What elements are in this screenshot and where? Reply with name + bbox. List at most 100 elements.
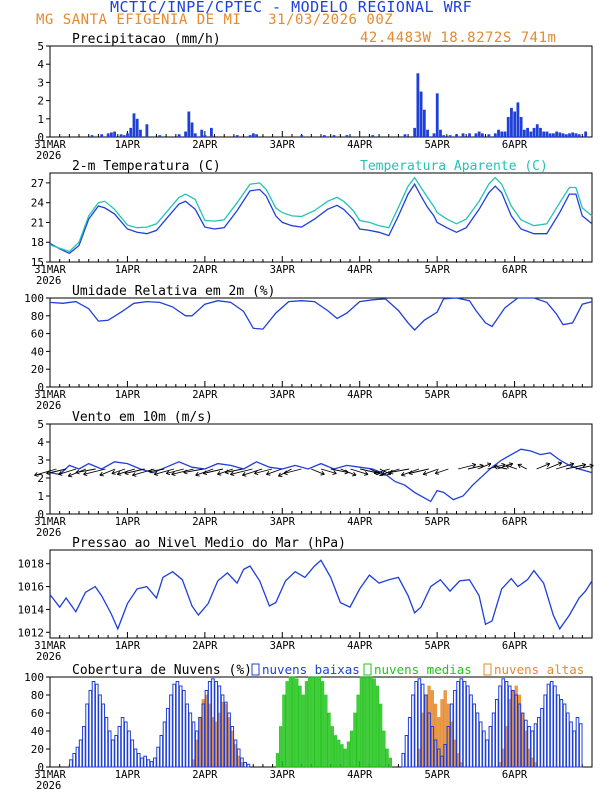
precip-bar [442, 135, 446, 137]
wind-vector [183, 468, 204, 474]
cloud-bar-green [346, 741, 351, 768]
wind-vector [171, 468, 194, 475]
cloud-bar-blue [469, 694, 473, 768]
precip-bar [577, 134, 581, 137]
wind-vector [111, 468, 126, 474]
cloud-bar-blue [78, 739, 83, 768]
precip-bar [184, 131, 187, 137]
y-tick-label: 60 [31, 707, 44, 720]
panel-cloud [46, 663, 593, 768]
wind-vector-head [34, 472, 39, 477]
precip-bar [200, 129, 204, 137]
x-tick-label: 1APR [115, 264, 141, 276]
cloud-bar-green [343, 748, 347, 768]
cloud-bar-green [311, 676, 315, 768]
y-tick-label: 3 [37, 76, 44, 89]
cloud-bar-blue [495, 699, 499, 768]
wind-vector-head [124, 470, 129, 476]
cloud-bar-blue [143, 755, 147, 768]
cloud-bar-blue [220, 694, 225, 768]
wind-vector-head [58, 471, 63, 476]
cloud-bar-blue [465, 685, 470, 768]
precip-bar [113, 131, 117, 137]
cloud-bar-green [362, 676, 367, 768]
precip-bar [571, 132, 575, 137]
cloud-bar-green [382, 730, 386, 768]
cloud-bar-blue [236, 748, 241, 768]
cloud-bar-blue [553, 685, 557, 768]
cloud-bar-blue [227, 712, 231, 768]
y-tick-label: 21 [31, 216, 44, 229]
wind-vector [148, 468, 165, 473]
precip-bar [90, 135, 94, 137]
precip-bar [100, 134, 104, 137]
y-tick-label: 40 [31, 725, 44, 738]
cloud-bar-blue [507, 685, 512, 768]
cloud-bar-blue [165, 708, 170, 768]
precip-bar [561, 133, 565, 137]
wind-vector [99, 468, 116, 476]
precip-bar [177, 134, 181, 137]
cloud-bar-blue [459, 678, 464, 768]
cloud-bar-blue [446, 726, 451, 768]
wind-vector-head [148, 468, 153, 474]
wind-vector [34, 468, 57, 476]
panel-title: Pressao ao Nivel Medio do Mar (hPa) [72, 536, 346, 551]
cloud-bar-blue [556, 694, 560, 768]
panel-temp [46, 172, 593, 263]
cloud-bar-blue [572, 730, 577, 768]
cloud-bar-blue [414, 681, 418, 768]
precip-bar [132, 113, 136, 137]
precip-bar [539, 127, 542, 137]
wind-vector [124, 468, 145, 474]
x-tick-label: 6APR [502, 769, 528, 781]
cloud-bar-blue [433, 739, 438, 768]
cloud-bar-blue [75, 746, 80, 768]
x-tick-year: 2026 [36, 651, 61, 663]
cloud-bar-green [333, 735, 338, 768]
x-tick-label: 31MAR [34, 389, 66, 401]
wind-vector-head [545, 462, 551, 468]
x-tick-label: 3APR [270, 640, 296, 652]
wind-vector-head [116, 471, 122, 476]
y-tick-label: 2 [37, 472, 44, 485]
cloud-bar-blue [491, 712, 496, 768]
x-tick-year: 2026 [36, 527, 61, 539]
x-tick-year: 2026 [36, 400, 61, 412]
x-tick-label: 5APR [424, 769, 450, 781]
cloud-bar-green [314, 676, 318, 768]
cloud-bar-blue [498, 685, 502, 768]
x-tick-label: 1APR [115, 139, 141, 151]
cloud-bar-blue [101, 703, 106, 768]
panel-title: Umidade Relativa em 2m (%) [72, 284, 276, 299]
wind-vector [565, 464, 586, 470]
precip-bar [535, 124, 539, 137]
precip-bar [455, 134, 458, 137]
cloud-bar-blue [240, 757, 244, 768]
panel-title: 2-m Temperatura (C) [72, 159, 221, 174]
x-tick-label: 31MAR [34, 640, 66, 652]
cloud-bar-blue [127, 730, 131, 768]
series-line-blue [49, 559, 593, 631]
wind-vector [230, 468, 253, 475]
wind-vector-head [278, 472, 283, 477]
x-tick-label: 6APR [502, 516, 528, 528]
cloud-bar-blue [417, 678, 422, 768]
x-tick-label: 4APR [347, 264, 373, 276]
wind-vector-head [202, 470, 208, 476]
cloud-bar-blue [243, 762, 247, 768]
precip-bar [439, 129, 442, 137]
precip-bar [422, 109, 426, 137]
cloud-bar-green [330, 726, 334, 768]
cloud-bar-blue [440, 755, 444, 768]
cloud-bar-blue [178, 685, 183, 768]
cloud-bar-blue [104, 717, 109, 768]
cloud-bar-blue [188, 712, 193, 768]
x-tick-label: 3APR [270, 389, 296, 401]
precip-bar [435, 93, 439, 137]
panel-title: Vento em 10m (m/s) [72, 410, 213, 425]
wind-vector-head [364, 471, 369, 476]
cloud-bar-blue [162, 721, 167, 768]
y-tick-label: 40 [31, 345, 44, 358]
cloud-bar-blue [462, 681, 467, 768]
